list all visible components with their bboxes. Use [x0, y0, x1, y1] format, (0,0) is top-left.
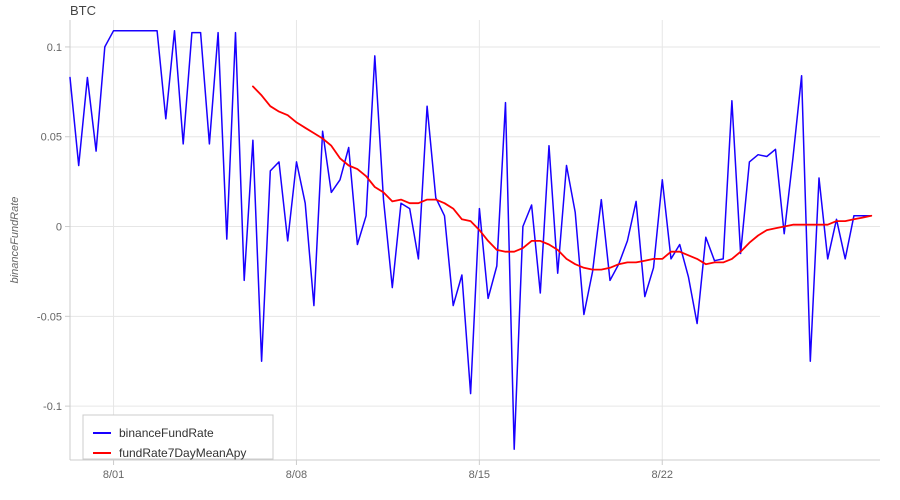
chart-title: BTC: [70, 3, 96, 18]
x-tick-label: 8/22: [652, 469, 673, 481]
y-tick-label: -0.05: [37, 311, 62, 323]
x-tick-label: 8/08: [286, 469, 307, 481]
y-tick-label: 0: [56, 222, 62, 234]
x-tick-label: 8/01: [103, 469, 124, 481]
legend-label: binanceFundRate: [119, 426, 214, 440]
y-tick-label: 0.1: [47, 42, 62, 54]
legend-label: fundRate7DayMeanApy: [119, 446, 246, 460]
chart-container: -0.1 -0.05 0 0.05 0.1 8/01 8/08 8/15 8/22 binance…: [0, 0, 900, 500]
y-tick-label: -0.1: [43, 401, 62, 413]
y-axis-title: binanceFundRate: [9, 197, 21, 284]
legend: binanceFundRate fundRate7DayMeanApy: [83, 415, 273, 460]
y-tick-label: 0.05: [41, 132, 62, 144]
funding-rate-chart: -0.1 -0.05 0 0.05 0.1 8/01 8/08 8/15 8/22 binance…: [0, 0, 900, 500]
x-tick-label: 8/15: [469, 469, 490, 481]
